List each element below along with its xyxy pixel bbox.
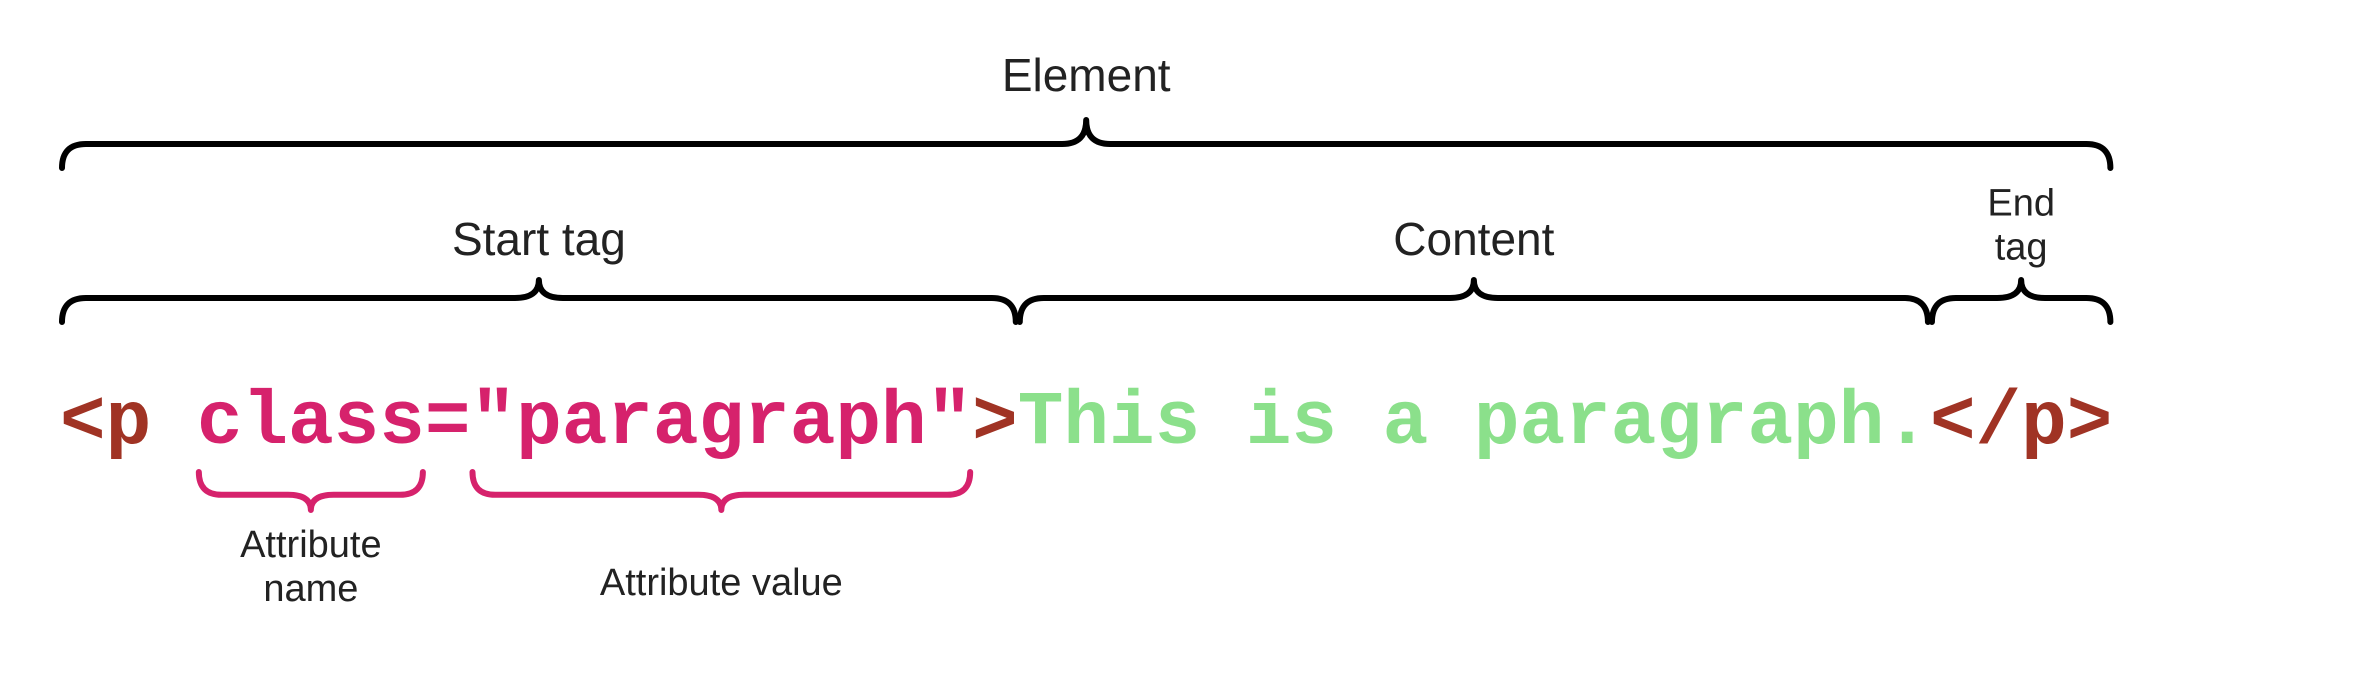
token-p2: p [2021, 380, 2067, 466]
brace-attr_name [199, 472, 423, 510]
token-gt2: > [2067, 380, 2113, 466]
token-lt2: < [1930, 380, 1976, 466]
label-attr_value: Attribute value [600, 562, 843, 606]
token-slash: / [1976, 380, 2022, 466]
diagram-stage: <p class="paragraph">This is a paragraph… [0, 0, 2372, 696]
brace-element [62, 120, 2110, 168]
token-content: This is a paragraph. [1018, 380, 1930, 466]
label-start_tag: Start tag [452, 213, 626, 266]
token-p1: p [106, 380, 152, 466]
html-code-line: <p class="paragraph">This is a paragraph… [60, 380, 2112, 466]
brace-attr_value [472, 472, 970, 510]
token-lt1: < [60, 380, 106, 466]
token-attrval: paragraph [516, 380, 926, 466]
label-element: Element [1002, 49, 1171, 102]
token-q2: " [927, 380, 973, 466]
token-q1: " [470, 380, 516, 466]
token-eq: = [425, 380, 471, 466]
token-attrname: class [197, 380, 425, 466]
label-end_tag: Endtag [1987, 183, 2055, 270]
label-content_brace: Content [1393, 213, 1554, 266]
brace-content_brace [1020, 280, 1928, 322]
token-sp1 [151, 380, 197, 466]
label-attr_name: Attributename [240, 524, 382, 611]
brace-start_tag [62, 280, 1016, 322]
token-gt1: > [972, 380, 1018, 466]
brace-end_tag [1932, 280, 2110, 322]
